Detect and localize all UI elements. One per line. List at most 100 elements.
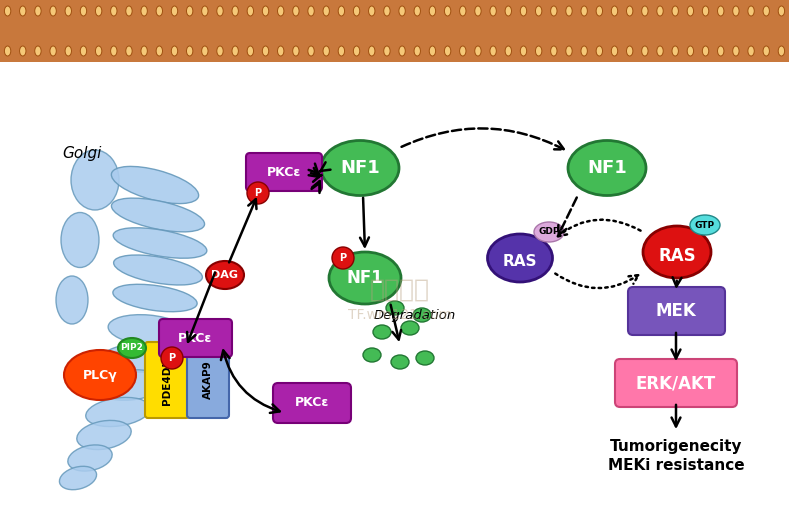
Ellipse shape [171, 6, 178, 16]
Ellipse shape [50, 46, 56, 56]
Ellipse shape [353, 6, 360, 16]
Ellipse shape [77, 420, 131, 450]
Ellipse shape [386, 301, 404, 315]
Ellipse shape [626, 46, 633, 56]
Ellipse shape [414, 46, 421, 56]
Ellipse shape [383, 6, 390, 16]
Ellipse shape [61, 212, 99, 267]
Ellipse shape [626, 6, 633, 16]
Ellipse shape [262, 6, 269, 16]
Ellipse shape [748, 46, 754, 56]
Text: PKCε: PKCε [295, 396, 329, 410]
Ellipse shape [64, 350, 136, 400]
Text: DAG: DAG [211, 270, 238, 280]
Ellipse shape [323, 46, 330, 56]
Ellipse shape [68, 445, 112, 471]
Text: TF.wm121.com: TF.wm121.com [348, 308, 452, 322]
Ellipse shape [35, 46, 41, 56]
Text: P: P [339, 253, 346, 263]
Ellipse shape [65, 46, 72, 56]
Ellipse shape [656, 46, 664, 56]
Ellipse shape [383, 46, 390, 56]
Text: P: P [168, 353, 176, 363]
Ellipse shape [475, 46, 481, 56]
FancyBboxPatch shape [628, 287, 725, 335]
Ellipse shape [5, 46, 11, 56]
Ellipse shape [490, 46, 496, 56]
Text: GDP: GDP [538, 228, 559, 236]
Ellipse shape [459, 6, 466, 16]
Ellipse shape [690, 215, 720, 235]
Ellipse shape [368, 46, 375, 56]
Ellipse shape [414, 6, 421, 16]
Ellipse shape [763, 6, 769, 16]
Ellipse shape [687, 6, 694, 16]
Circle shape [161, 347, 183, 369]
FancyBboxPatch shape [145, 342, 189, 418]
Ellipse shape [733, 6, 739, 16]
Ellipse shape [672, 46, 679, 56]
Ellipse shape [186, 6, 193, 16]
Text: MEK: MEK [656, 302, 697, 320]
Ellipse shape [641, 46, 648, 56]
Ellipse shape [505, 6, 511, 16]
Circle shape [247, 182, 269, 204]
Ellipse shape [202, 46, 208, 56]
Ellipse shape [363, 348, 381, 362]
Ellipse shape [748, 6, 754, 16]
Ellipse shape [581, 6, 587, 16]
Ellipse shape [278, 6, 284, 16]
Ellipse shape [778, 6, 784, 16]
Ellipse shape [444, 6, 451, 16]
FancyBboxPatch shape [159, 319, 232, 357]
FancyBboxPatch shape [273, 383, 351, 423]
FancyBboxPatch shape [615, 359, 737, 407]
Ellipse shape [596, 6, 603, 16]
Ellipse shape [186, 46, 193, 56]
Ellipse shape [217, 46, 223, 56]
Ellipse shape [399, 6, 406, 16]
Ellipse shape [86, 397, 150, 427]
Ellipse shape [35, 6, 41, 16]
Ellipse shape [206, 261, 244, 289]
Text: AKAP9: AKAP9 [203, 361, 213, 400]
Ellipse shape [338, 6, 345, 16]
Ellipse shape [551, 6, 557, 16]
Ellipse shape [247, 46, 253, 56]
Ellipse shape [202, 6, 208, 16]
Ellipse shape [20, 46, 26, 56]
Ellipse shape [702, 6, 709, 16]
Ellipse shape [672, 6, 679, 16]
Ellipse shape [581, 46, 587, 56]
Circle shape [332, 247, 354, 269]
Ellipse shape [566, 46, 572, 56]
Ellipse shape [113, 228, 207, 258]
FancyBboxPatch shape [246, 153, 322, 191]
Text: NF1: NF1 [587, 159, 627, 177]
Ellipse shape [551, 46, 557, 56]
Ellipse shape [56, 276, 88, 324]
Ellipse shape [232, 46, 238, 56]
Text: NF1: NF1 [346, 269, 383, 287]
Ellipse shape [59, 467, 96, 490]
Ellipse shape [717, 6, 724, 16]
Ellipse shape [353, 46, 360, 56]
Ellipse shape [80, 46, 87, 56]
Ellipse shape [293, 46, 299, 56]
Ellipse shape [490, 6, 496, 16]
Ellipse shape [329, 252, 401, 304]
FancyBboxPatch shape [0, 0, 789, 62]
Ellipse shape [71, 150, 119, 210]
Ellipse shape [80, 6, 87, 16]
Ellipse shape [641, 6, 648, 16]
Text: ERK/AKT: ERK/AKT [636, 374, 716, 392]
Ellipse shape [95, 370, 165, 400]
Text: RAS: RAS [658, 247, 696, 265]
Ellipse shape [308, 46, 314, 56]
Ellipse shape [65, 6, 72, 16]
Ellipse shape [702, 46, 709, 56]
Ellipse shape [520, 46, 526, 56]
Ellipse shape [5, 6, 11, 16]
Ellipse shape [687, 46, 694, 56]
Ellipse shape [50, 6, 56, 16]
